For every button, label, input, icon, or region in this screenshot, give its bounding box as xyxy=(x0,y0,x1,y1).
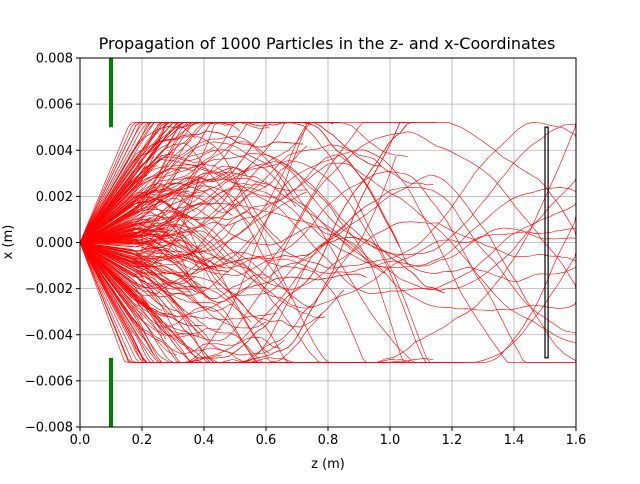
y-tick-label: 0.004 xyxy=(36,144,73,159)
particle-trajectory xyxy=(79,242,203,327)
particle-trajectory xyxy=(79,171,307,243)
axis-ticks: 0.0 0.2 0.4 0.6 0.8 1.0 1.2 1.4 1.6 −0.008 −0.006 −… xyxy=(25,52,586,449)
y-tick-label: 0.002 xyxy=(36,190,73,205)
particle-trajectory xyxy=(79,230,315,307)
particle-trajectory xyxy=(79,242,147,363)
particle-trajectory xyxy=(79,194,166,243)
y-tick-label: 0.006 xyxy=(36,98,73,113)
particle-trajectory xyxy=(79,122,415,359)
particle-trajectory xyxy=(79,131,577,342)
particle-trajectory xyxy=(79,242,185,336)
particle-trajectory xyxy=(79,242,155,356)
detector-screen xyxy=(544,126,549,359)
particle-trajectory xyxy=(79,229,445,294)
particle-trajectory xyxy=(79,122,188,243)
particle-trajectory xyxy=(79,191,307,253)
particle-trajectory xyxy=(79,122,315,243)
x-tick-label: 0.6 xyxy=(256,433,277,448)
particle-trajectory xyxy=(79,242,200,293)
x-tick-label: 0.4 xyxy=(194,433,215,448)
particle-trajectory xyxy=(79,242,199,363)
particle-trajectory xyxy=(79,186,185,243)
particle-trajectory xyxy=(79,235,226,268)
x-tick-label: 1.0 xyxy=(380,433,401,448)
particle-trajectory xyxy=(79,180,200,248)
x-tick-label: 1.2 xyxy=(442,433,463,448)
particle-trajectory xyxy=(79,242,144,274)
particle-trajectory xyxy=(79,162,577,344)
chart-title: Propagation of 1000 Particles in the z- … xyxy=(99,34,556,53)
particle-trajectory xyxy=(79,242,140,288)
particle-trajectories xyxy=(79,122,577,363)
particle-trajectory xyxy=(79,163,252,243)
particle-trajectory xyxy=(79,170,144,243)
particle-trajectory xyxy=(79,207,144,243)
particle-trajectory xyxy=(79,182,233,243)
particle-trajectory xyxy=(79,242,133,334)
particle-trajectory xyxy=(79,242,144,278)
y-tick-label: −0.002 xyxy=(25,282,73,297)
particle-trajectory xyxy=(79,240,155,243)
particle-trajectory xyxy=(80,242,177,254)
y-tick-label: −0.006 xyxy=(25,374,73,389)
particle-trajectory xyxy=(79,186,577,334)
particle-trajectory xyxy=(79,242,300,363)
x-tick-label: 1.6 xyxy=(566,433,587,448)
x-tick-label: 0.0 xyxy=(70,433,91,448)
particle-trajectory xyxy=(79,151,174,243)
particle-trajectory xyxy=(79,149,297,243)
particle-trajectory xyxy=(79,239,326,318)
particle-trajectory xyxy=(79,188,278,244)
y-axis-label: x (m) xyxy=(1,225,16,260)
particle-trajectory xyxy=(79,232,229,273)
particle-trajectory xyxy=(79,122,401,248)
particle-trajectory xyxy=(79,221,237,259)
y-tick-label: −0.004 xyxy=(25,328,73,343)
particle-trajectory xyxy=(79,160,577,363)
particle-trajectory xyxy=(79,222,155,243)
particle-trajectory xyxy=(79,242,281,354)
particle-trajectory xyxy=(79,242,159,295)
x-axis-label: z (m) xyxy=(311,457,345,472)
y-tick-label: 0.000 xyxy=(36,236,73,251)
particle-trajectory xyxy=(79,242,151,262)
particle-trajectory xyxy=(79,233,315,363)
particle-trajectory xyxy=(79,242,367,303)
particle-trajectory xyxy=(79,222,189,274)
detector xyxy=(544,126,549,359)
particle-trajectory xyxy=(79,214,577,290)
particle-trajectory xyxy=(79,178,252,243)
x-tick-label: 0.8 xyxy=(318,433,339,448)
particle-trajectory xyxy=(79,182,163,243)
x-tick-label: 1.4 xyxy=(504,433,525,448)
particle-trajectory xyxy=(79,242,252,323)
particle-trajectory xyxy=(79,217,151,243)
y-tick-label: −0.008 xyxy=(25,421,73,436)
x-tick-label: 0.2 xyxy=(132,433,153,448)
particle-trajectory xyxy=(79,224,200,264)
particle-trajectory xyxy=(79,242,137,319)
particle-trajectory xyxy=(79,172,241,246)
particle-trajectory xyxy=(79,242,162,265)
particle-trajectory xyxy=(79,242,177,282)
particle-trajectory xyxy=(79,122,408,363)
particle-trajectory xyxy=(79,242,326,363)
y-tick-label: 0.008 xyxy=(36,52,73,67)
particle-trajectory xyxy=(79,242,308,363)
